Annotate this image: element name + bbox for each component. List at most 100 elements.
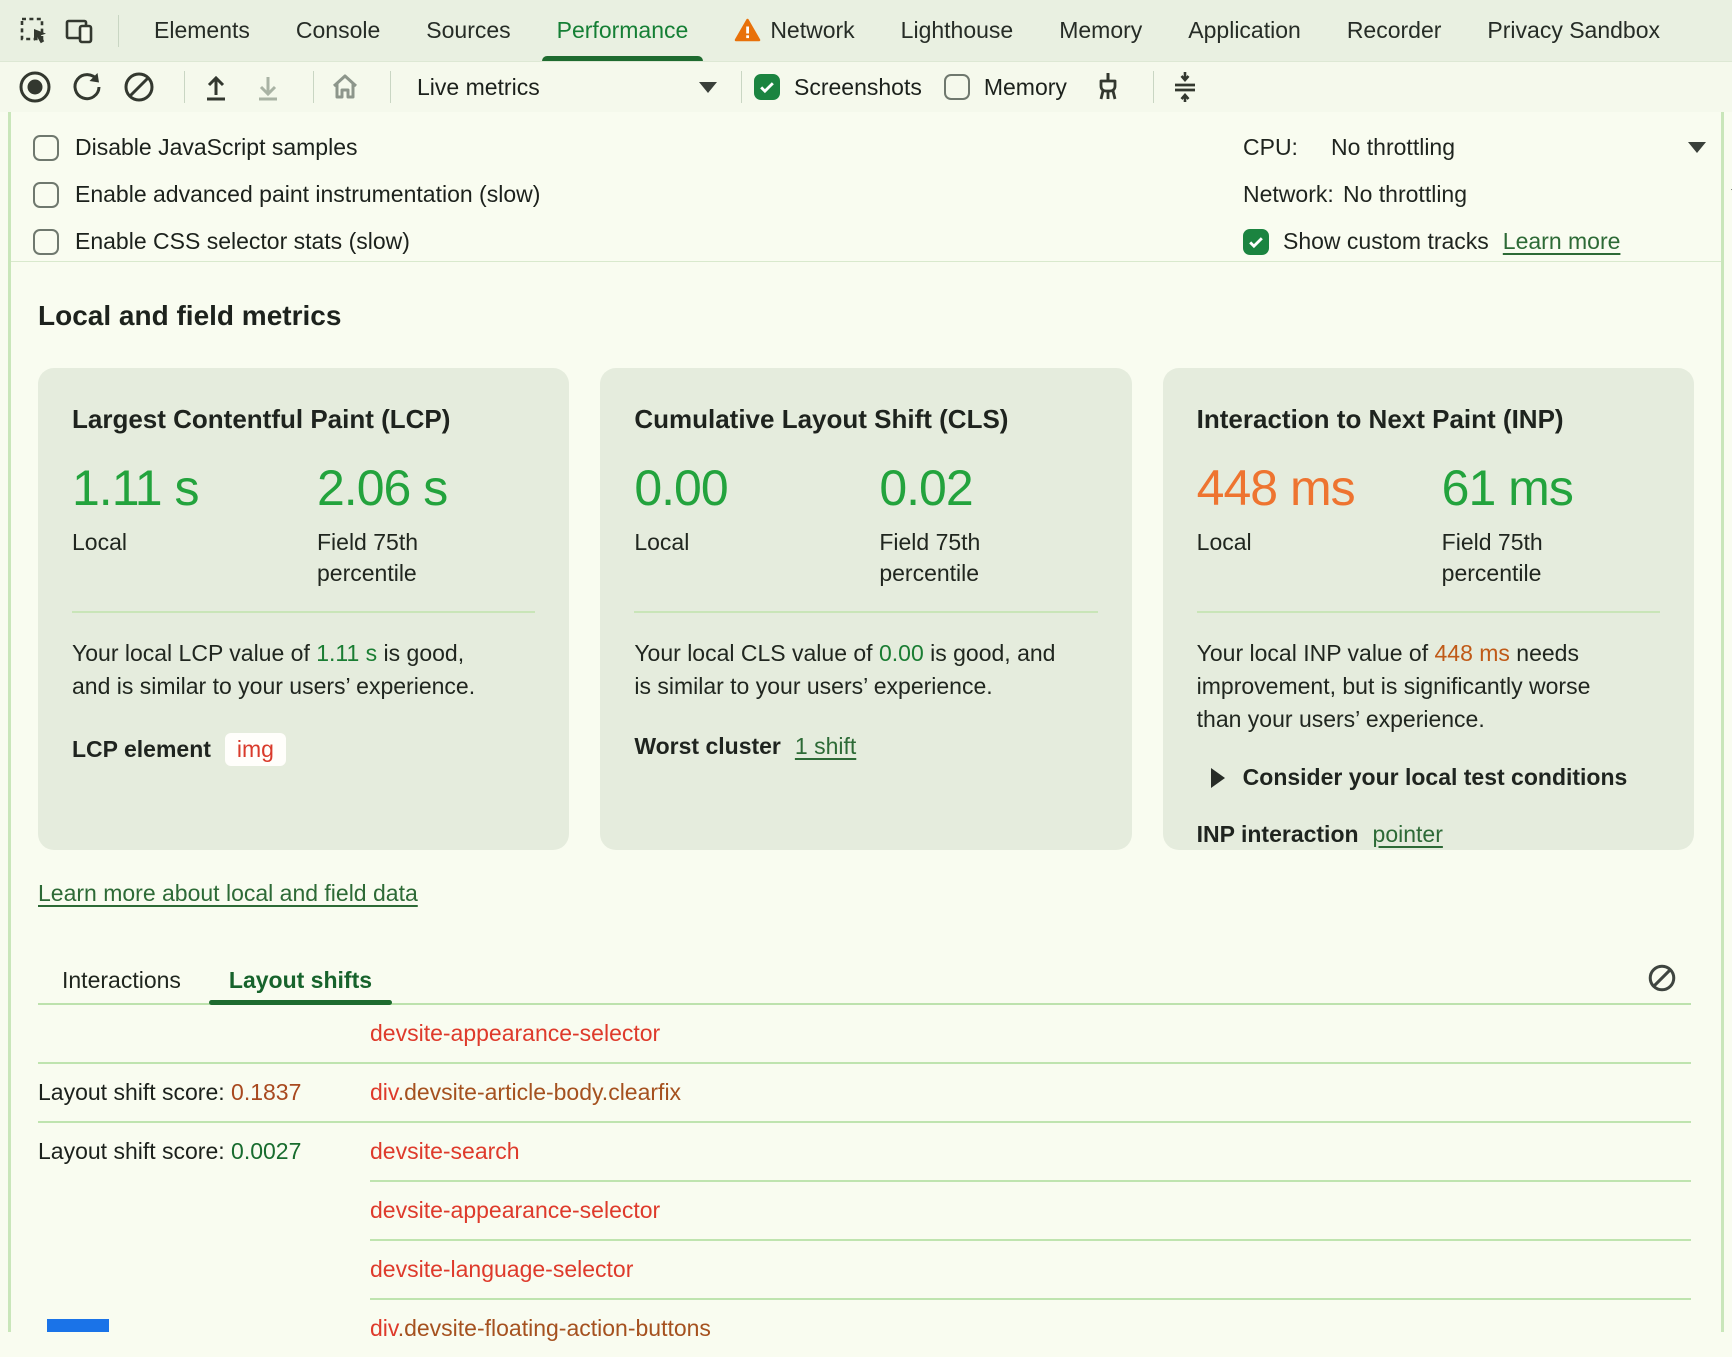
option-checkbox[interactable] [33, 134, 59, 161]
row-divider [38, 1062, 1691, 1064]
load-profile-button[interactable] [197, 68, 235, 106]
tab-label: Privacy Sandbox [1487, 17, 1661, 43]
layout-shift-row[interactable]: Layout shift score: 0.0027 devsite-search [11, 1123, 1721, 1180]
option-label: Enable CSS selector stats (slow) [75, 228, 410, 254]
screenshots-label: Screenshots [794, 73, 922, 100]
learn-more-local-field-link[interactable]: Learn more about local and field data [38, 880, 418, 906]
tab-label: Application [1188, 17, 1301, 43]
toolbar-divider [741, 71, 742, 103]
performance-toolbar: Live metrics Screenshots Memory [0, 62, 1732, 112]
memory-checkbox[interactable] [943, 74, 970, 100]
shifted-element-link[interactable]: devsite-language-selector [370, 1256, 634, 1282]
network-throttle-select[interactable]: No throttling [1343, 181, 1468, 207]
home-button[interactable] [326, 68, 364, 106]
lcp-local-label: Local [72, 529, 127, 555]
lcp-summary: Your local LCP value of 1.11 s is good, … [72, 640, 476, 699]
collapse-icon [1168, 70, 1202, 104]
shifted-element-link[interactable]: devsite-appearance-selector [370, 1197, 661, 1223]
toolbar-divider [390, 71, 391, 103]
clear-log-button[interactable] [1645, 961, 1679, 995]
capture-option-row: Disable JavaScript samples [33, 124, 1721, 171]
inspect-icon [17, 14, 51, 48]
lcp-element-link[interactable]: img [224, 733, 286, 766]
shifted-element-link[interactable]: devsite-search [370, 1138, 520, 1164]
inp-interaction-link[interactable]: pointer [1372, 821, 1443, 847]
worst-cluster-link[interactable]: 1 shift [794, 733, 857, 759]
shifted-element-link[interactable]: div.devsite-floating-action-buttons [370, 1315, 711, 1341]
layout-shift-row[interactable]: div.devsite-floating-action-buttons [11, 1300, 1721, 1357]
tab-label: Network [770, 17, 855, 43]
tab-lighthouse[interactable]: Lighthouse [878, 0, 1037, 61]
shifted-element-link[interactable]: div.devsite-article-body.clearfix [370, 1079, 682, 1105]
throttling-options: CPU: No throttling Network: No throttlin… [1243, 124, 1732, 265]
cls-field-label: Field 75th percentile [879, 529, 981, 586]
clear-button[interactable] [120, 68, 158, 106]
layout-shift-row[interactable]: devsite-language-selector [11, 1241, 1721, 1298]
download-icon [252, 71, 284, 103]
cpu-throttle-select[interactable]: No throttling [1331, 134, 1456, 160]
layout-shift-row[interactable]: devsite-appearance-selector [11, 1005, 1721, 1062]
subtab-interactions[interactable]: Interactions [62, 966, 181, 993]
tab-label: Performance [556, 17, 689, 43]
tab-elements[interactable]: Elements [131, 0, 273, 61]
screenshots-checkbox-row[interactable]: Screenshots [754, 74, 922, 101]
performance-panel-body: Disable JavaScript samples Enable advance… [8, 112, 1732, 1341]
cls-card-title: Cumulative Layout Shift (CLS) [634, 404, 1009, 434]
garbage-brush-icon [1091, 70, 1125, 104]
custom-tracks-checkbox[interactable] [1243, 228, 1269, 255]
tab-application[interactable]: Application [1165, 0, 1324, 61]
toolbar-divider [184, 71, 185, 103]
tab-performance[interactable]: Performance [534, 0, 712, 61]
tab-recorder[interactable]: Recorder [1324, 0, 1465, 61]
network-throttle-row: Network: No throttling [1243, 171, 1732, 218]
memory-checkbox-row[interactable]: Memory [943, 74, 1067, 101]
collect-garbage-button[interactable] [1089, 68, 1127, 106]
option-checkbox[interactable] [33, 181, 59, 208]
panel-mode-select[interactable]: Live metrics [417, 74, 717, 101]
page-title: Local and field metrics [38, 300, 342, 331]
local-test-conditions-disclosure[interactable]: Consider your local test conditions [1197, 764, 1660, 791]
tab-label: Elements [154, 17, 250, 43]
reload-record-button[interactable] [68, 68, 106, 106]
inp-local-value: 448 ms [1196, 460, 1356, 516]
inp-field-label: Field 75th percentile [1441, 529, 1543, 586]
tab-label: Console [295, 17, 381, 43]
row-divider [370, 1180, 1691, 1182]
tabbar-divider [118, 14, 119, 47]
tab-label: Recorder [1346, 17, 1442, 43]
shifted-element-link[interactable]: devsite-appearance-selector [370, 1020, 661, 1046]
block-icon [1646, 962, 1678, 994]
cpu-label: CPU: [1243, 134, 1298, 160]
cls-local-value: 0.00 [634, 460, 728, 516]
option-checkbox[interactable] [33, 228, 59, 255]
cls-summary: Your local CLS value of 0.00 is good, an… [634, 640, 1056, 699]
capture-option-row: Enable advanced paint instrumentation (s… [33, 171, 1721, 218]
card-divider [634, 611, 1098, 613]
tab-privacy-sandbox[interactable]: Privacy Sandbox [1464, 0, 1683, 61]
option-label: Enable advanced paint instrumentation (s… [75, 181, 541, 207]
device-toolbar-button[interactable] [60, 11, 100, 51]
inspect-element-button[interactable] [14, 11, 54, 51]
screenshots-checkbox[interactable] [754, 74, 780, 100]
save-profile-button[interactable] [249, 68, 287, 106]
row-divider [38, 1121, 1691, 1123]
network-label: Network: [1243, 181, 1334, 207]
tab-label: Sources [426, 17, 511, 43]
tab-memory[interactable]: Memory [1036, 0, 1165, 61]
custom-tracks-row: Show custom tracks Learn more [1243, 218, 1721, 265]
subtab-layout-shifts[interactable]: Layout shifts [208, 957, 393, 1005]
lcp-card: Largest Contentful Paint (LCP) 1.11 s Lo… [38, 368, 570, 850]
tab-sources[interactable]: Sources [403, 0, 533, 61]
record-button[interactable] [16, 68, 54, 106]
tab-network[interactable]: Network [711, 0, 877, 61]
card-divider [72, 611, 536, 613]
upload-icon [200, 71, 232, 103]
tab-console[interactable]: Console [273, 0, 403, 61]
collapse-view-button[interactable] [1166, 68, 1204, 106]
tab-label: Lighthouse [900, 17, 1014, 43]
chevron-down-icon [1688, 142, 1706, 153]
cpu-throttle-row: CPU: No throttling [1243, 124, 1721, 171]
custom-tracks-learn-more-link[interactable]: Learn more [1502, 228, 1621, 254]
layout-shift-row[interactable]: Layout shift score: 0.1837 div.devsite-ar… [11, 1064, 1721, 1121]
layout-shift-row[interactable]: devsite-appearance-selector [11, 1182, 1721, 1239]
